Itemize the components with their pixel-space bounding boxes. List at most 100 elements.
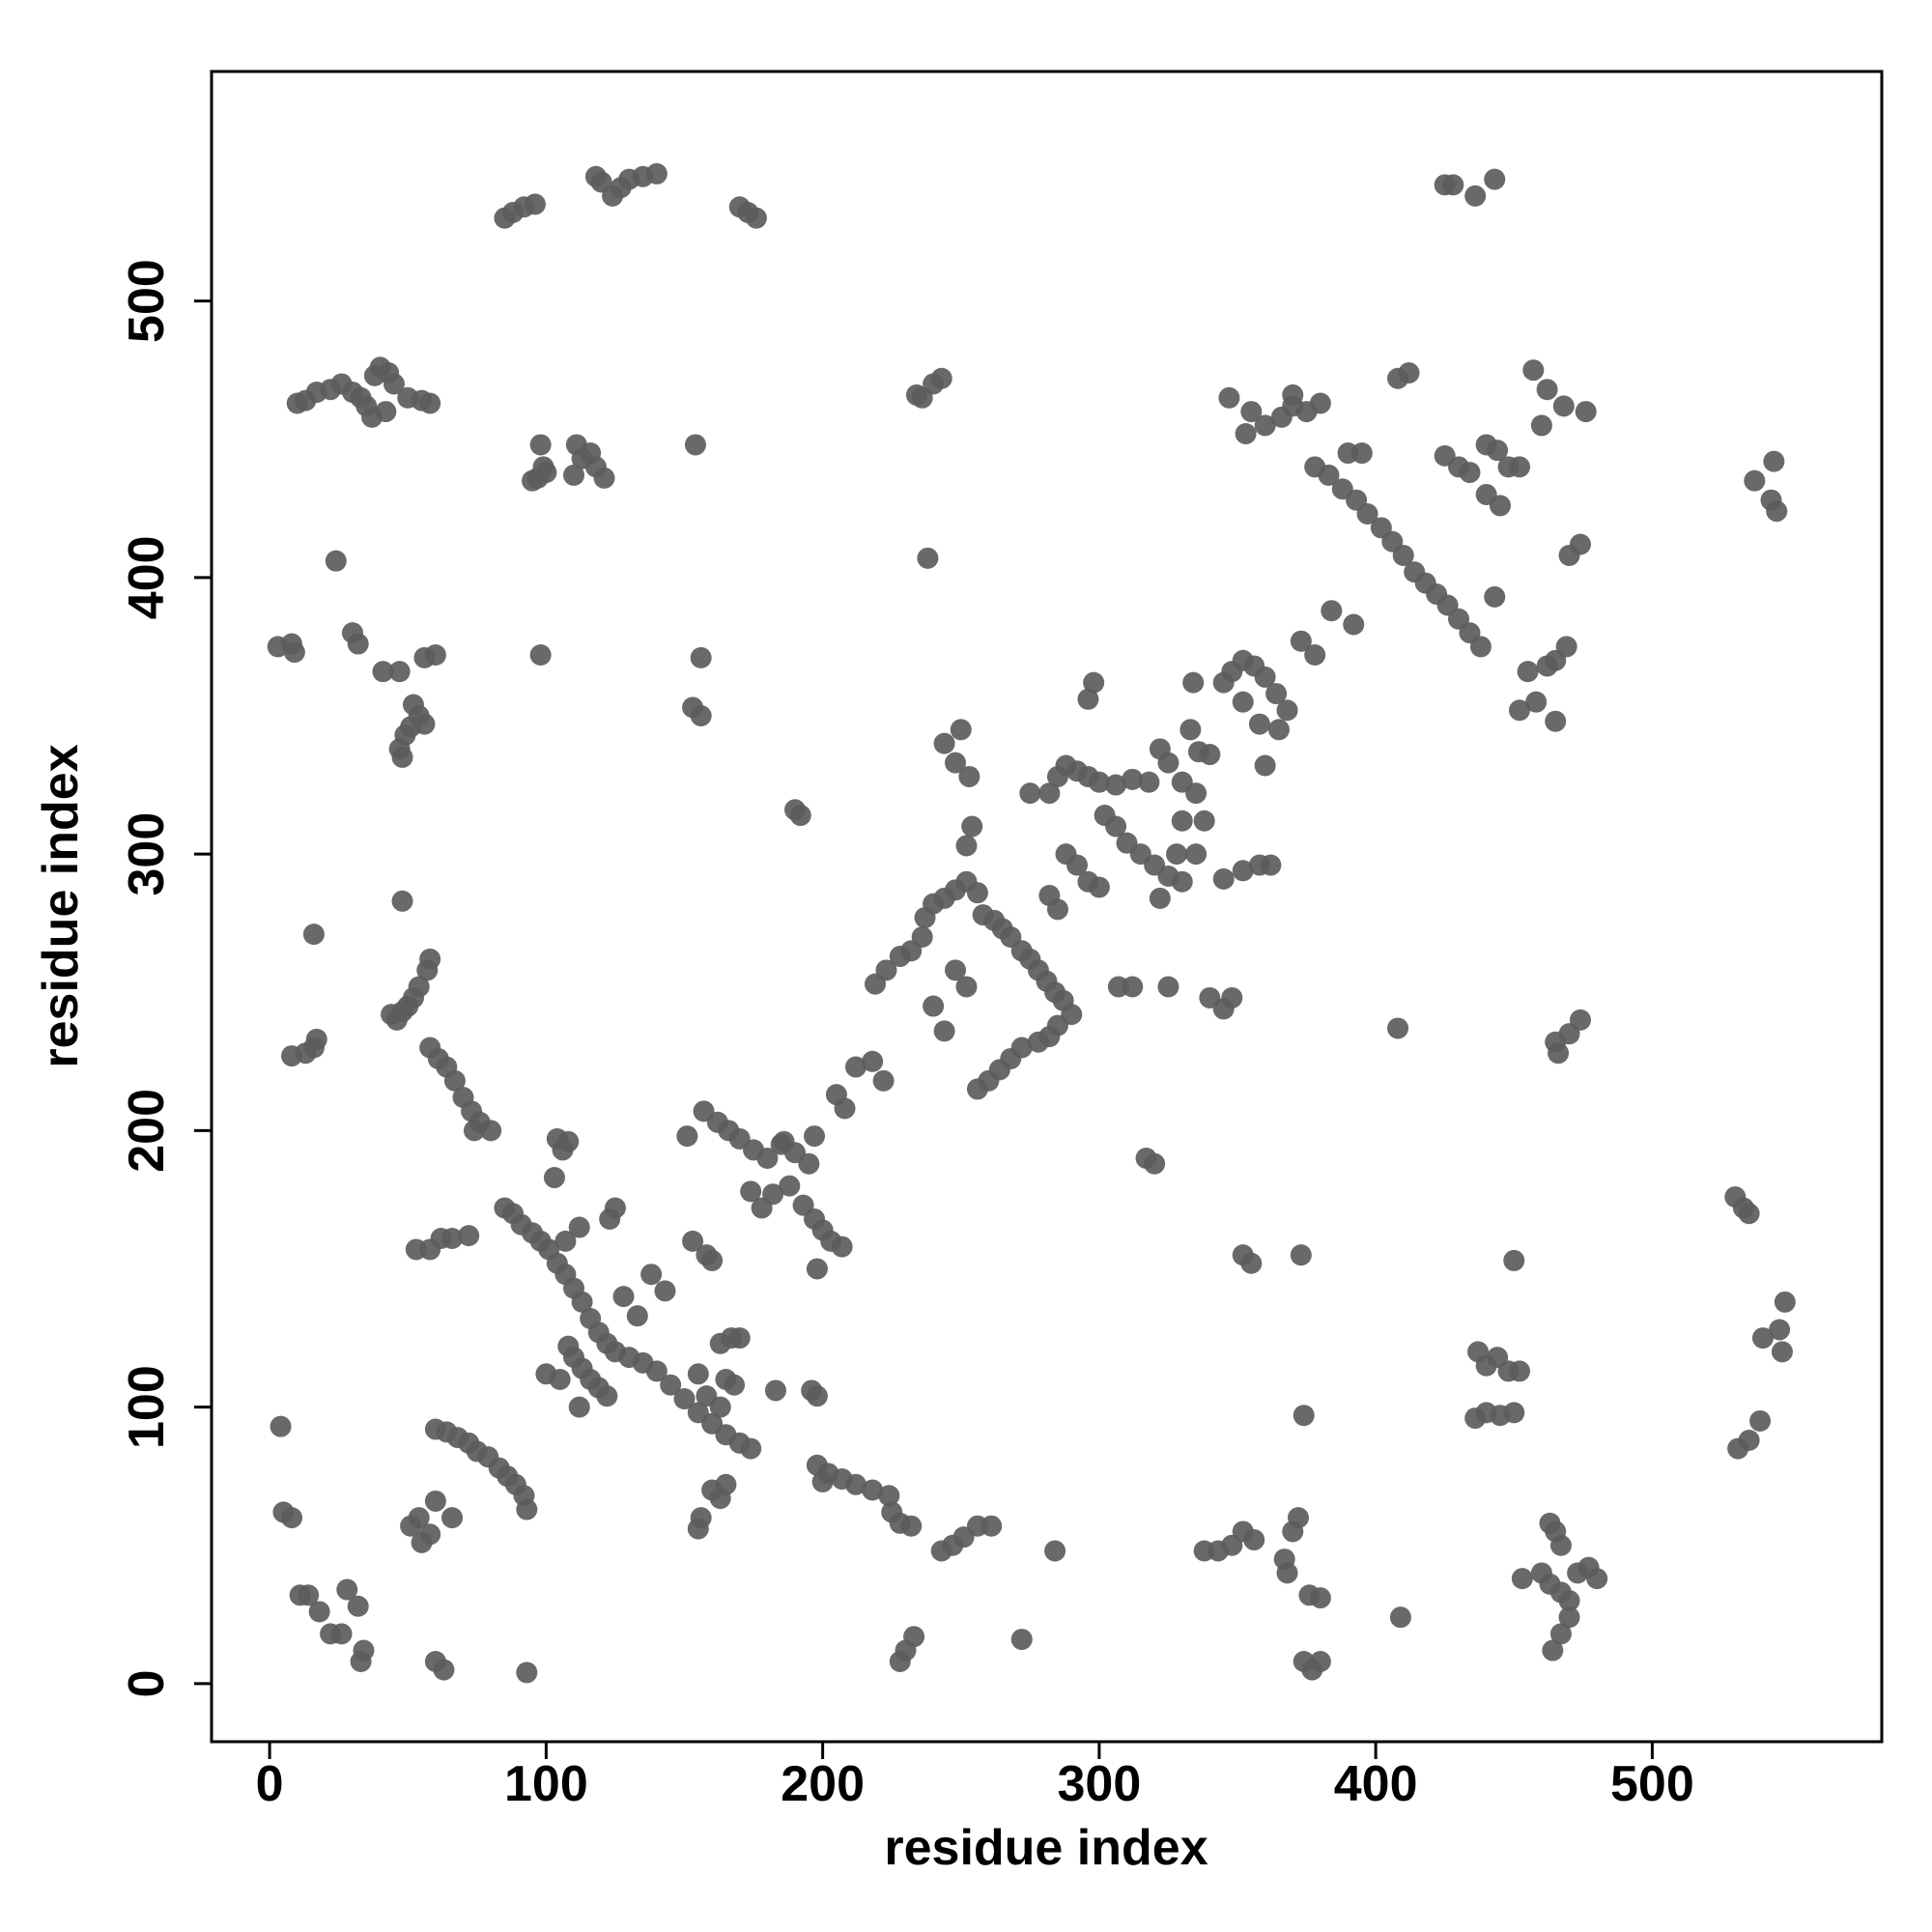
point xyxy=(562,464,584,486)
point xyxy=(1548,1042,1570,1065)
point xyxy=(1484,585,1506,608)
point xyxy=(1193,810,1215,832)
point xyxy=(966,1078,988,1100)
point xyxy=(612,1286,635,1308)
point xyxy=(1166,843,1188,866)
point xyxy=(905,384,927,406)
point xyxy=(1038,782,1061,805)
point xyxy=(1569,1009,1591,1031)
point xyxy=(676,1125,698,1148)
point xyxy=(684,434,706,456)
point xyxy=(1185,843,1208,866)
point xyxy=(1558,1606,1580,1629)
point xyxy=(779,1175,801,1197)
point xyxy=(1171,870,1193,893)
x-tick-label: 200 xyxy=(781,1756,865,1812)
point xyxy=(543,1167,565,1189)
point xyxy=(1282,384,1304,406)
y-tick-label: 300 xyxy=(119,812,175,896)
point xyxy=(961,815,983,838)
point xyxy=(302,923,325,946)
point xyxy=(1517,661,1539,683)
point xyxy=(834,1097,856,1120)
point xyxy=(270,1415,292,1437)
point xyxy=(673,1388,696,1410)
point xyxy=(1749,1409,1772,1432)
point xyxy=(1503,1249,1525,1271)
point xyxy=(1522,359,1545,382)
point xyxy=(1019,782,1041,805)
point xyxy=(1046,898,1068,921)
point xyxy=(1221,986,1243,1009)
point xyxy=(443,1069,466,1092)
point xyxy=(441,1507,464,1529)
point xyxy=(806,1385,828,1407)
point xyxy=(1105,815,1127,838)
point xyxy=(1138,771,1160,793)
point xyxy=(298,1584,320,1606)
point xyxy=(811,1470,834,1492)
point xyxy=(745,207,767,229)
point xyxy=(1503,1402,1525,1424)
point xyxy=(1218,386,1240,409)
point xyxy=(596,1385,618,1407)
point xyxy=(740,1180,762,1203)
point xyxy=(372,661,394,683)
plot-frame xyxy=(210,70,1884,1744)
point xyxy=(1199,744,1221,766)
point xyxy=(831,1236,853,1258)
point xyxy=(1179,719,1202,741)
point xyxy=(1321,600,1343,622)
point xyxy=(1182,671,1205,694)
y-tick-label: 0 xyxy=(119,1669,175,1697)
point xyxy=(458,1225,480,1247)
point xyxy=(281,1507,303,1529)
point xyxy=(1088,771,1110,793)
point xyxy=(350,1650,372,1672)
point xyxy=(1530,414,1552,437)
point xyxy=(283,641,305,664)
point xyxy=(535,462,557,484)
point xyxy=(1144,1152,1166,1175)
point xyxy=(1240,401,1263,423)
point xyxy=(980,1515,1003,1537)
point xyxy=(388,661,411,683)
point xyxy=(308,1601,330,1623)
point xyxy=(336,1578,358,1601)
point xyxy=(640,1264,663,1286)
point xyxy=(1387,1017,1409,1039)
point xyxy=(1575,401,1597,423)
point xyxy=(408,1507,430,1529)
point xyxy=(690,646,712,668)
point xyxy=(933,1020,955,1042)
point xyxy=(416,959,439,981)
point xyxy=(1309,1650,1331,1672)
x-axis-title: residue index xyxy=(884,1820,1208,1876)
point xyxy=(709,1396,731,1418)
point xyxy=(529,644,552,667)
point xyxy=(1232,691,1254,713)
point xyxy=(424,644,446,667)
point xyxy=(958,765,980,787)
point xyxy=(762,1183,784,1206)
point xyxy=(1469,636,1492,658)
point xyxy=(1157,752,1179,774)
point xyxy=(1254,666,1276,688)
point xyxy=(1282,1520,1304,1543)
point xyxy=(424,1490,446,1512)
x-tick-label: 100 xyxy=(504,1756,588,1812)
point xyxy=(1010,1629,1033,1651)
point xyxy=(1552,395,1575,417)
point xyxy=(391,746,413,768)
point xyxy=(1464,185,1487,207)
point xyxy=(626,1305,648,1327)
point xyxy=(568,1396,590,1418)
point xyxy=(1088,876,1110,898)
point xyxy=(1309,1587,1331,1609)
point xyxy=(1738,1203,1760,1225)
point xyxy=(1763,450,1785,472)
point xyxy=(1248,713,1270,735)
point xyxy=(1727,1437,1749,1460)
point xyxy=(1212,867,1235,890)
point xyxy=(701,1249,724,1271)
